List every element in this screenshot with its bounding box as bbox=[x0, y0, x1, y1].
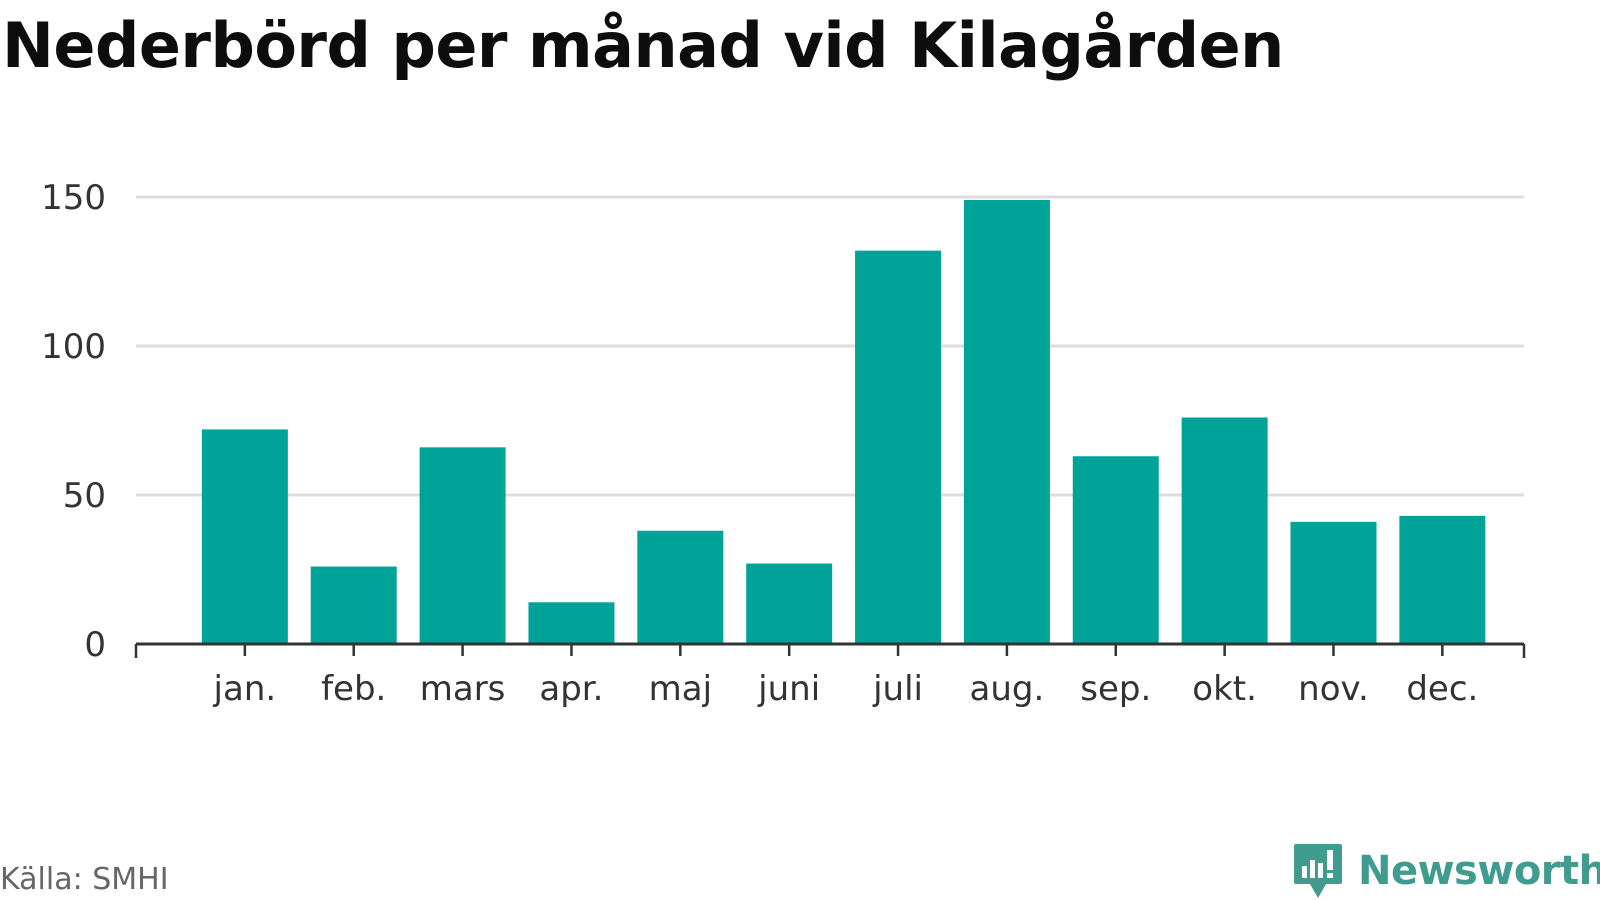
bar-10: nov.: 41 bbox=[1290, 521, 1377, 644]
bar-6: juli: 132 bbox=[855, 250, 942, 644]
bar-7: aug.: 149 bbox=[963, 199, 1050, 645]
bar-11: dec.: 43 bbox=[1399, 515, 1486, 644]
bar-8: sep.: 63 bbox=[1072, 456, 1159, 644]
newsworthy-logo-icon bbox=[1294, 844, 1342, 898]
bar-0: jan.: 72 bbox=[201, 429, 288, 644]
y-tick-label: 150 bbox=[41, 178, 106, 218]
x-tick-label: okt. bbox=[1192, 669, 1257, 709]
chart-title: Nederbörd per månad vid Kilagården bbox=[2, 9, 1284, 82]
grid-lines bbox=[136, 195, 1524, 497]
y-tick-label: 100 bbox=[41, 327, 106, 367]
bar-2: mars: 66 bbox=[419, 447, 506, 644]
x-tick-label: dec. bbox=[1406, 669, 1478, 709]
bar-1: feb.: 26 bbox=[310, 566, 397, 644]
bars: jan.: 72 feb.: 26 mars: 66 apr.: 14 maj: 38 j… bbox=[201, 199, 1486, 645]
x-tick-label: mars bbox=[420, 669, 506, 709]
x-axis bbox=[134, 642, 1526, 658]
x-tick-label: juli bbox=[872, 669, 923, 709]
x-tick-label: nov. bbox=[1298, 669, 1369, 709]
x-axis-ticks: jan. feb. mars apr. maj juni juli aug. sep. okt. n… bbox=[213, 669, 1479, 709]
brand-logo[interactable]: Newsworthy bbox=[1292, 842, 1600, 900]
x-tick-label: juni bbox=[757, 669, 820, 709]
bar-5: juni: 27 bbox=[746, 563, 833, 644]
bar-3: apr.: 14 bbox=[528, 602, 615, 644]
x-tick-label: maj bbox=[649, 669, 712, 709]
brand-name: Newsworthy bbox=[1358, 848, 1600, 894]
bar-9: okt.: 76 bbox=[1181, 417, 1268, 644]
y-tick-label: 50 bbox=[63, 476, 106, 516]
x-tick-label: jan. bbox=[213, 669, 277, 709]
x-tick-label: feb. bbox=[321, 669, 386, 709]
x-tick-label: aug. bbox=[970, 669, 1045, 709]
source-note: Källa: SMHI bbox=[0, 862, 169, 897]
x-tick-label: apr. bbox=[539, 669, 603, 709]
y-axis-ticks: 0 50 100 150 bbox=[41, 178, 106, 665]
bar-chart: 0 50 100 150 jan.: 72 feb.: 26 mars: 66 apr.: … bbox=[41, 178, 1526, 709]
x-tick-label: sep. bbox=[1080, 669, 1151, 709]
y-tick-label: 0 bbox=[84, 625, 106, 665]
bar-4: maj: 38 bbox=[637, 530, 724, 644]
